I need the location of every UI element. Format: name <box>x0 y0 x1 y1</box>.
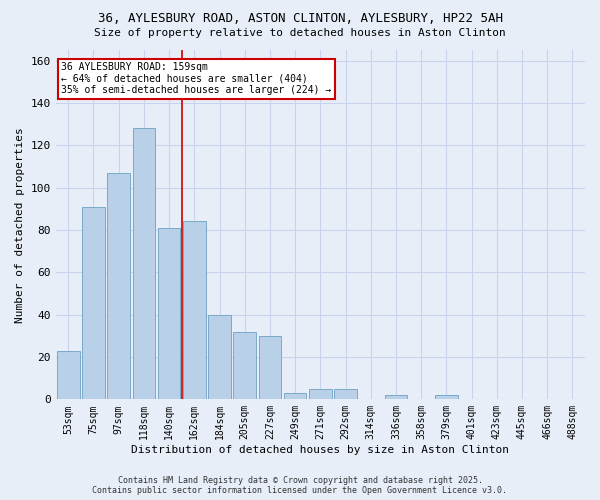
Y-axis label: Number of detached properties: Number of detached properties <box>15 127 25 322</box>
Text: Contains HM Land Registry data © Crown copyright and database right 2025.
Contai: Contains HM Land Registry data © Crown c… <box>92 476 508 495</box>
Bar <box>385 395 407 400</box>
Bar <box>435 395 458 400</box>
Bar <box>334 388 357 400</box>
Text: Size of property relative to detached houses in Aston Clinton: Size of property relative to detached ho… <box>94 28 506 38</box>
Text: 36, AYLESBURY ROAD, ASTON CLINTON, AYLESBURY, HP22 5AH: 36, AYLESBURY ROAD, ASTON CLINTON, AYLES… <box>97 12 503 26</box>
Bar <box>57 350 80 400</box>
Bar <box>284 393 307 400</box>
Bar <box>309 388 332 400</box>
Bar <box>82 206 105 400</box>
Bar <box>107 173 130 400</box>
Bar <box>133 128 155 400</box>
Bar <box>208 314 231 400</box>
Bar <box>233 332 256 400</box>
X-axis label: Distribution of detached houses by size in Aston Clinton: Distribution of detached houses by size … <box>131 445 509 455</box>
Bar <box>158 228 181 400</box>
Bar <box>183 222 206 400</box>
Text: 36 AYLESBURY ROAD: 159sqm
← 64% of detached houses are smaller (404)
35% of semi: 36 AYLESBURY ROAD: 159sqm ← 64% of detac… <box>61 62 331 96</box>
Bar <box>259 336 281 400</box>
